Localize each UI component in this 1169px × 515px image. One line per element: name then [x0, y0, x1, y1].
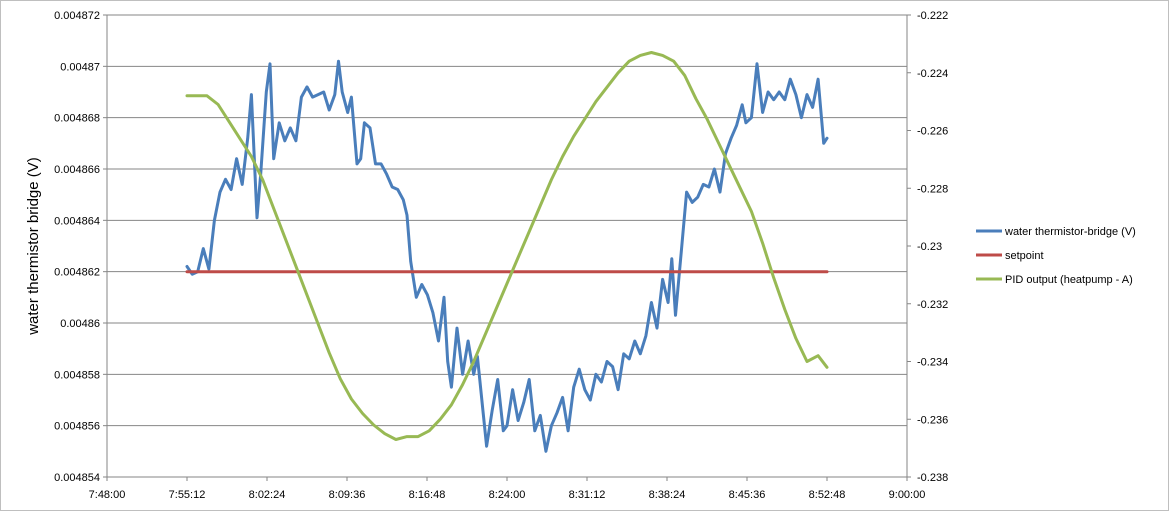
y-left-tick-label: 0.00487 — [60, 61, 100, 73]
series-line-3 — [185, 51, 829, 441]
legend-label-1: water thermistor-bridge (V) — [1004, 226, 1136, 238]
y-left-tick-label: 0.00486 — [60, 318, 100, 330]
y-left-tick-label: 0.004854 — [54, 472, 100, 484]
y-left-tick-label: 0.004856 — [54, 421, 100, 433]
x-tick-label: 8:09:36 — [329, 489, 366, 501]
y-axis-right: -0.238 -0.236 -0.234 -0.232 -0.23 -0.228 -0.22… — [907, 10, 948, 484]
y-right-tick-label: -0.226 — [917, 126, 948, 138]
y-left-tick-label: 0.004872 — [54, 10, 100, 22]
series-lines — [185, 51, 829, 453]
y-left-tick-label: 0.004868 — [54, 113, 100, 125]
x-tick-label: 7:48:00 — [89, 489, 126, 501]
y-left-tick-label: 0.004862 — [54, 267, 100, 279]
x-tick-label: 8:24:00 — [489, 489, 526, 501]
y-right-tick-label: -0.228 — [917, 183, 948, 195]
y-right-tick-label: -0.232 — [917, 299, 948, 311]
series-line-1 — [185, 59, 829, 453]
x-tick-label: 9:00:00 — [889, 489, 926, 501]
y-left-tick-label: 0.004866 — [54, 164, 100, 176]
legend-label-2: setpoint — [1005, 250, 1044, 262]
x-tick-label: 8:38:24 — [649, 489, 686, 501]
plot-area — [106, 14, 908, 478]
x-tick-label: 8:31:12 — [569, 489, 606, 501]
y-right-tick-label: -0.23 — [917, 241, 942, 253]
legend-label-3: PID output (heatpump - A) — [1005, 274, 1133, 286]
y-right-tick-label: -0.224 — [917, 68, 948, 80]
x-tick-label: 7:55:12 — [169, 489, 206, 501]
y-right-tick-label: -0.238 — [917, 472, 948, 484]
y-left-tick-label: 0.004858 — [54, 369, 100, 381]
y-axis-left: 0.004854 0.004856 0.004858 0.00486 0.004862 0… — [54, 10, 107, 484]
y-left-tick-label: 0.004864 — [54, 215, 100, 227]
x-tick-label: 8:52:48 — [809, 489, 846, 501]
y-right-tick-label: -0.236 — [917, 414, 948, 426]
y-right-tick-label: -0.234 — [917, 357, 948, 369]
x-tick-label: 8:16:48 — [409, 489, 446, 501]
y-right-tick-label: -0.222 — [917, 10, 948, 22]
x-axis: 7:48:00 7:55:12 8:02:24 8:09:36 8:16:48 8:24:… — [89, 477, 926, 501]
legend: water thermistor-bridge (V) setpoint PID o… — [976, 226, 1136, 286]
y-axis-title: water thermistor bridge (V) — [25, 157, 42, 336]
x-tick-label: 8:45:36 — [729, 489, 766, 501]
x-tick-label: 8:02:24 — [249, 489, 286, 501]
